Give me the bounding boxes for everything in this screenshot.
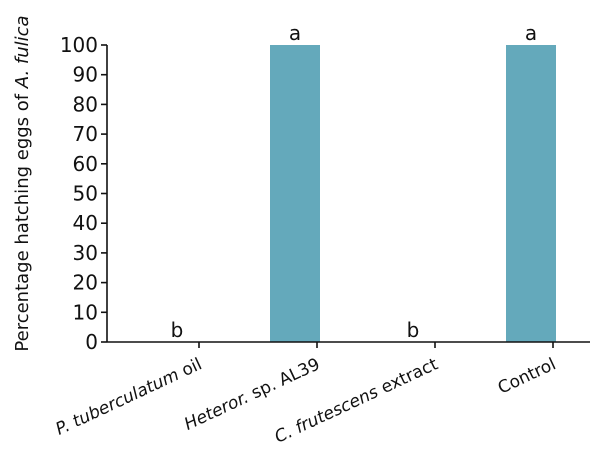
significance-letter-4: a [525, 21, 537, 45]
y-axis-label-species: A. fulica [12, 15, 33, 89]
bar-4 [506, 45, 556, 342]
bars-group [270, 45, 556, 342]
y-tick-label-20: 20 [73, 271, 98, 295]
x-category-label-4: Control [495, 354, 559, 398]
y-tick-label-70: 70 [73, 122, 98, 146]
y-tick-label-80: 80 [73, 92, 98, 116]
y-ticks-group: 0 10 20 30 40 50 60 70 80 90 100 [60, 33, 107, 354]
y-tick-label-10: 10 [73, 300, 98, 324]
y-axis-label-group: Percentage hatching eggs of A. fulica [12, 15, 33, 351]
x-category-label-part: sp. AL39 [243, 354, 323, 405]
y-tick-label-100: 100 [60, 33, 98, 57]
x-category-label-part: extract [373, 354, 441, 400]
y-tick-label-60: 60 [73, 152, 98, 176]
x-category-label-part: C. frutescens [272, 382, 382, 447]
y-axis-label-prefix: Percentage hatching eggs of [12, 88, 33, 351]
y-tick-label-30: 30 [73, 241, 98, 265]
y-tick-label-40: 40 [73, 211, 98, 235]
significance-letter-2: a [289, 21, 301, 45]
x-category-label-part: Control [495, 354, 559, 398]
x-category-label-1: P. tuberculatum oil [53, 354, 205, 439]
y-tick-label-50: 50 [73, 182, 98, 206]
y-tick-label-90: 90 [73, 63, 98, 87]
x-category-label-part: Heteror. [181, 388, 252, 435]
x-category-label-part: P. tuberculatum [53, 365, 183, 440]
y-tick-label-0: 0 [85, 330, 98, 354]
y-axis-label: Percentage hatching eggs of A. fulica [12, 15, 33, 351]
significance-letter-1: b [171, 318, 184, 342]
bar-2 [270, 45, 320, 342]
significance-letters-group: b a b a [171, 21, 537, 342]
significance-letter-3: b [407, 318, 420, 342]
